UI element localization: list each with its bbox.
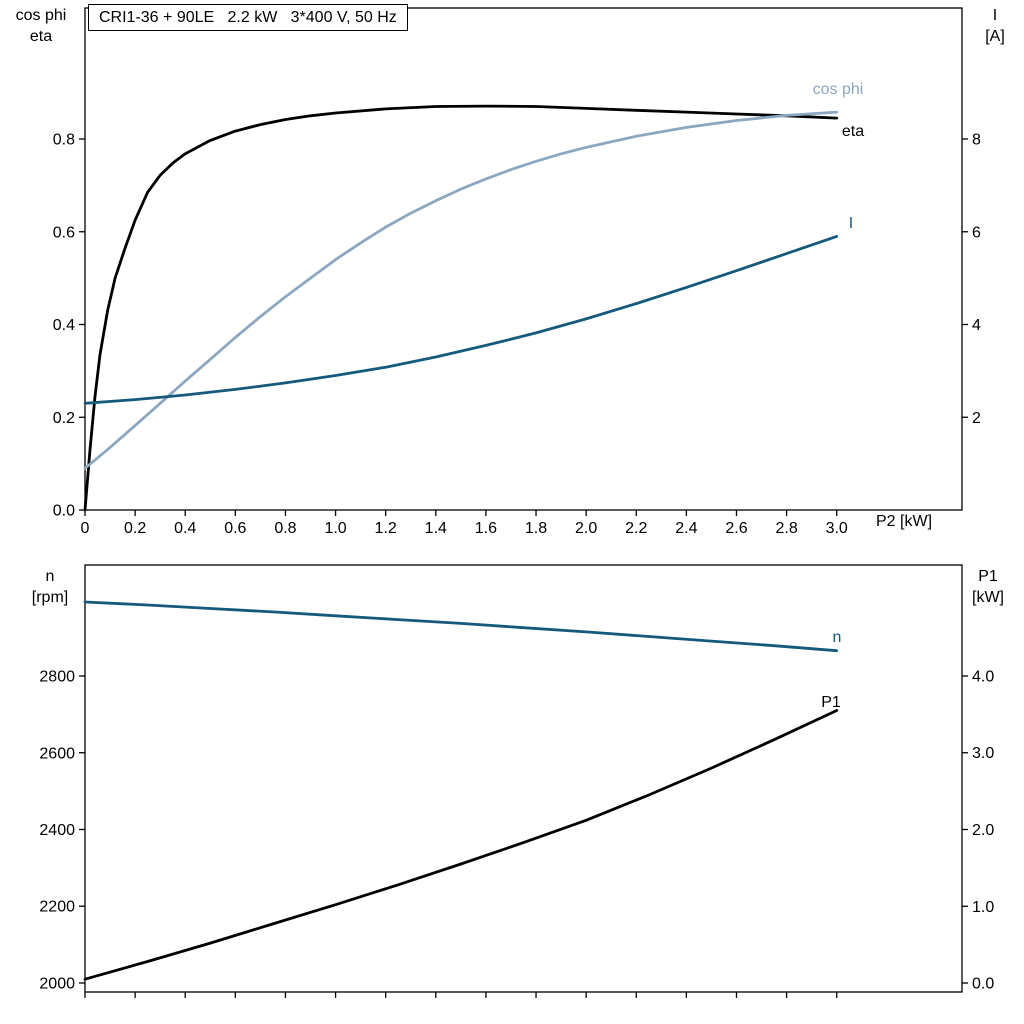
electrical-panel-x-tick-label: 0.6 xyxy=(224,520,246,537)
speed-power-panel-right-tick-label: 0.0 xyxy=(972,976,994,993)
electrical-panel-x-tick-label: 0.4 xyxy=(174,520,196,537)
speed-power-panel-right-tick-label: 3.0 xyxy=(972,745,994,762)
series-cos-phi xyxy=(83,110,839,470)
electrical-panel-x-tick-label: 0 xyxy=(81,520,90,537)
series-label-n: n xyxy=(833,629,842,646)
series-label-cos-phi: cos phi xyxy=(813,81,864,98)
speed-power-panel-border xyxy=(84,564,963,993)
electrical-panel-x-tick-label: 2.6 xyxy=(725,520,747,537)
series-n xyxy=(83,600,839,653)
bottom-left-axis-title: n [rpm] xyxy=(16,566,84,608)
series-P1 xyxy=(83,709,839,981)
speed-power-panel-right-tick-label: 1.0 xyxy=(972,899,994,916)
electrical-panel-x-tick-label: 1.8 xyxy=(525,520,547,537)
electrical-panel-right-tick-label: 4 xyxy=(972,317,981,334)
electrical-panel-x-tick-label: 3.0 xyxy=(826,520,848,537)
electrical-panel-x-tick-label: 1.2 xyxy=(375,520,397,537)
axis-title-p1: P1 xyxy=(978,568,998,585)
series-label-P1: P1 xyxy=(821,694,841,711)
axis-title-current-unit: [A] xyxy=(985,28,1005,45)
electrical-panel-x-tick-label: 2.0 xyxy=(575,520,597,537)
electrical-panel-x-tick-label: 1.0 xyxy=(324,520,346,537)
top-right-axis-title: I [A] xyxy=(971,5,1019,47)
speed-power-panel-left-tick-label: 2600 xyxy=(39,745,75,762)
x-axis-label: P2 [kW] xyxy=(876,513,933,530)
axis-title-p1-unit: [kW] xyxy=(972,589,1004,606)
series-eta xyxy=(83,104,839,512)
electrical-panel-x-tick-label: 1.6 xyxy=(475,520,497,537)
electrical-panel-x-tick-label: 2.4 xyxy=(675,520,697,537)
electrical-panel-right-tick-label: 6 xyxy=(972,224,981,241)
axis-title-current: I xyxy=(992,7,998,24)
bottom-right-axis-title: P1 [kW] xyxy=(957,566,1019,608)
top-left-axis-title: cos phi eta xyxy=(2,5,80,47)
series-label-I: I xyxy=(849,215,853,232)
electrical-panel-left-tick-label: 0.0 xyxy=(53,503,75,520)
electrical-panel-right-tick-label: 8 xyxy=(972,132,981,149)
electrical-panel-x-tick-label: 1.4 xyxy=(425,520,447,537)
electrical-panel-border xyxy=(84,7,963,511)
axis-title-speed: n xyxy=(45,568,55,585)
electrical-panel-left-tick-label: 0.2 xyxy=(53,410,75,427)
axis-title-eta: eta xyxy=(29,28,53,45)
electrical-panel-left-tick-label: 0.6 xyxy=(53,224,75,241)
axis-title-speed-unit: [rpm] xyxy=(31,589,69,606)
series-I xyxy=(83,235,839,405)
speed-power-panel-left-tick-label: 2800 xyxy=(39,669,75,686)
electrical-panel-x-tick-label: 2.2 xyxy=(625,520,647,537)
electrical-panel-left-tick-label: 0.4 xyxy=(53,317,75,334)
electrical-panel-left-tick-label: 0.8 xyxy=(53,132,75,149)
speed-power-panel-right-tick-label: 4.0 xyxy=(972,668,994,685)
speed-power-panel-left-tick-label: 2200 xyxy=(39,899,75,916)
electrical-panel-right-tick-label: 2 xyxy=(972,410,981,427)
electrical-panel-x-tick-label: 0.8 xyxy=(274,520,296,537)
chart-title-box: CRI1-36 + 90LE 2.2 kW 3*400 V, 50 Hz xyxy=(88,4,408,31)
electrical-panel-x-tick-label: 0.2 xyxy=(124,520,146,537)
speed-power-panel-left-tick-label: 2400 xyxy=(39,822,75,839)
speed-power-panel-left-tick-label: 2000 xyxy=(39,975,75,992)
speed-power-panel-right-tick-label: 2.0 xyxy=(972,822,994,839)
electrical-panel-x-tick-label: 2.8 xyxy=(775,520,797,537)
series-label-eta: eta xyxy=(842,123,864,140)
axis-title-cos-phi: cos phi xyxy=(15,7,67,24)
